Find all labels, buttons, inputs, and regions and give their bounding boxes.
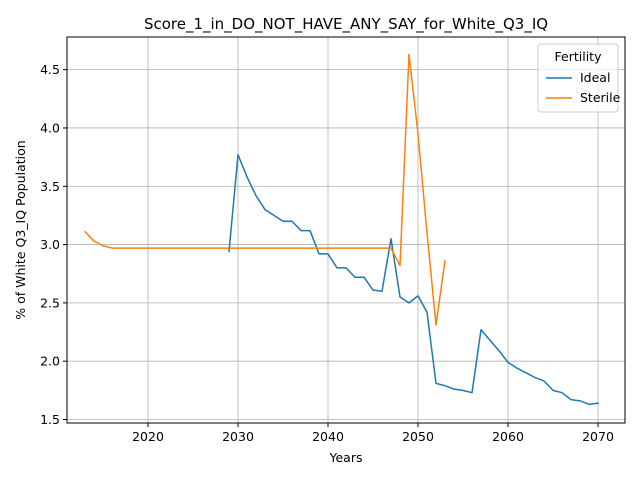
y-tick-label: 3.5 bbox=[40, 179, 60, 194]
y-tick-label: 1.5 bbox=[40, 412, 60, 427]
x-tick-label: 2030 bbox=[222, 429, 254, 444]
x-tick-label: 2040 bbox=[312, 429, 344, 444]
series-lines bbox=[83, 53, 599, 406]
x-tick-label: 2070 bbox=[582, 429, 614, 444]
y-axis-label: % of White Q3_IQ Population bbox=[13, 140, 28, 319]
chart-title: Score_1_in_DO_NOT_HAVE_ANY_SAY_for_White… bbox=[144, 15, 548, 34]
x-tick-label: 2020 bbox=[132, 429, 164, 444]
legend-title: Fertility bbox=[555, 49, 603, 64]
x-axis-ticks: 2020 2030 2040 2050 2060 2070 bbox=[132, 423, 614, 444]
series-line-ideal bbox=[228, 154, 599, 406]
y-tick-label: 3.0 bbox=[40, 237, 60, 252]
legend-box bbox=[537, 43, 619, 113]
x-axis-label: Years bbox=[329, 450, 363, 465]
y-tick-label: 2.0 bbox=[40, 354, 60, 369]
y-tick-label: 4.5 bbox=[40, 62, 60, 77]
legend-label-sterile: Sterile bbox=[580, 90, 621, 105]
plot-area-frame bbox=[66, 36, 626, 424]
x-tick-label: 2060 bbox=[492, 429, 524, 444]
y-tick-label: 2.5 bbox=[40, 295, 60, 310]
y-axis-ticks: 1.5 2.0 2.5 3.0 3.5 4.0 4.5 bbox=[40, 62, 67, 427]
legend: Fertility Ideal Sterile bbox=[537, 43, 621, 113]
series-line-sterile bbox=[83, 53, 446, 326]
x-tick-label: 2050 bbox=[402, 429, 434, 444]
legend-label-ideal: Ideal bbox=[580, 70, 610, 85]
y-tick-label: 4.0 bbox=[40, 120, 60, 135]
